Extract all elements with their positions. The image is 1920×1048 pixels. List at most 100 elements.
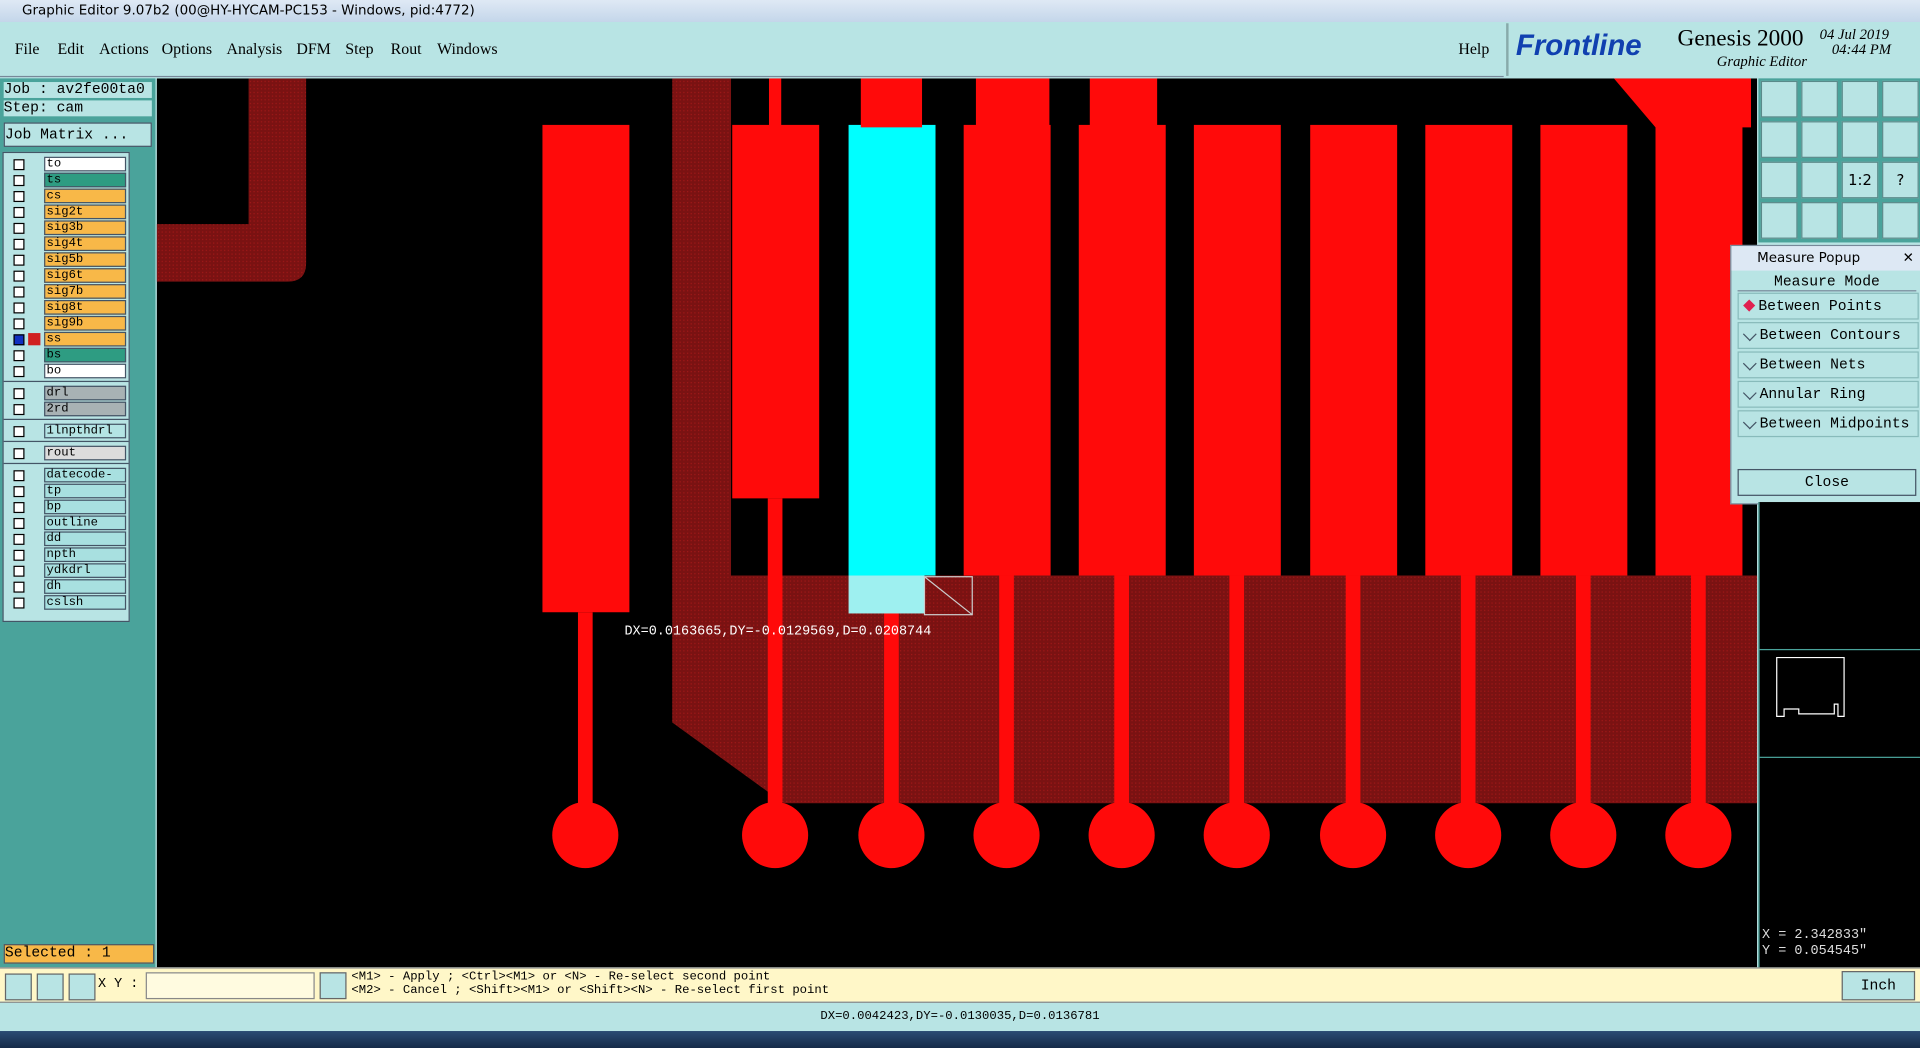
menu-item[interactable]: Edit bbox=[57, 39, 85, 58]
layer-checkbox[interactable] bbox=[13, 286, 25, 298]
layer-row[interactable]: ydkdrl bbox=[10, 563, 128, 579]
layer-row[interactable]: cs bbox=[10, 188, 128, 205]
layer-checkbox[interactable] bbox=[13, 222, 25, 234]
coord-x: X = 2.342833" bbox=[1762, 928, 1868, 943]
menu-item[interactable]: DFM bbox=[296, 39, 331, 58]
layer-checkbox[interactable] bbox=[13, 334, 25, 346]
tool-icon[interactable] bbox=[36, 973, 64, 1001]
layer-checkbox[interactable] bbox=[13, 565, 25, 577]
mode-option[interactable]: Annular Ring bbox=[1737, 380, 1919, 408]
tool-icon[interactable] bbox=[68, 973, 96, 1001]
menu-item[interactable]: Step bbox=[345, 39, 374, 58]
layer-checkbox[interactable] bbox=[13, 270, 25, 282]
layer-checkbox[interactable] bbox=[13, 159, 25, 171]
layer-row[interactable]: sig3b bbox=[10, 220, 128, 236]
layer-checkbox[interactable] bbox=[13, 470, 25, 482]
layer-checkbox[interactable] bbox=[13, 426, 25, 438]
toolbar-button[interactable] bbox=[1841, 80, 1879, 118]
layer-checkbox[interactable] bbox=[13, 597, 25, 609]
layer-row[interactable]: ss bbox=[10, 331, 128, 348]
units-button[interactable]: Inch bbox=[1841, 971, 1916, 1001]
layer-row[interactable]: sig6t bbox=[10, 268, 128, 284]
layer-checkbox[interactable] bbox=[13, 254, 25, 266]
layer-checkbox[interactable] bbox=[13, 517, 25, 529]
menu-item[interactable]: Rout bbox=[390, 39, 422, 58]
mode-option[interactable]: Between Nets bbox=[1737, 351, 1919, 379]
layer-row[interactable]: to bbox=[10, 156, 128, 173]
pcb-canvas[interactable]: DX=0.0163665,DY=-0.0129569,D=0.0208744 bbox=[156, 78, 1758, 968]
toolbar: 1:2? bbox=[1758, 78, 1920, 243]
info-button[interactable] bbox=[319, 972, 347, 1000]
layer-checkbox[interactable] bbox=[13, 302, 25, 314]
layer-row[interactable]: sig5b bbox=[10, 252, 128, 268]
toolbar-button[interactable]: 1:2 bbox=[1841, 161, 1879, 199]
toolbar-button[interactable] bbox=[1760, 161, 1798, 199]
layer-row[interactable]: 2rd bbox=[10, 401, 128, 418]
menu-item[interactable]: Actions bbox=[99, 39, 149, 58]
toolbar-button[interactable] bbox=[1882, 80, 1919, 118]
layer-row[interactable]: sig7b bbox=[10, 284, 128, 300]
toolbar-button[interactable] bbox=[1801, 161, 1838, 199]
layer-checkbox[interactable] bbox=[13, 191, 25, 203]
menu-item[interactable]: Windows bbox=[437, 39, 498, 58]
layer-checkbox[interactable] bbox=[13, 448, 25, 460]
toolbar-button[interactable] bbox=[1882, 202, 1919, 239]
menu-help[interactable]: Help bbox=[1458, 39, 1490, 58]
toolbar-button[interactable] bbox=[1760, 80, 1798, 118]
toolbar-button[interactable] bbox=[1801, 80, 1838, 118]
layer-row[interactable]: outline bbox=[10, 515, 128, 532]
layer-row[interactable]: ts bbox=[10, 172, 128, 189]
toolbar-button[interactable] bbox=[1760, 121, 1798, 158]
layer-checkbox[interactable] bbox=[13, 366, 25, 378]
xy-input[interactable] bbox=[145, 972, 315, 1000]
popup-close-x[interactable]: ✕ bbox=[1902, 249, 1914, 266]
layer-row[interactable]: sig4t bbox=[10, 236, 128, 252]
close-button[interactable]: Close bbox=[1737, 468, 1917, 496]
toolbar-button[interactable] bbox=[1841, 202, 1879, 239]
menu-item[interactable]: Options bbox=[161, 39, 213, 58]
layer-checkbox[interactable] bbox=[13, 206, 25, 218]
menu-item[interactable]: File bbox=[14, 39, 40, 58]
toolbar-button[interactable] bbox=[1801, 202, 1838, 239]
layer-row[interactable]: drl bbox=[10, 385, 128, 402]
layer-row[interactable]: sig8t bbox=[10, 300, 128, 316]
tool-icon[interactable] bbox=[4, 973, 32, 1001]
layer-name: sig6t bbox=[44, 268, 127, 283]
mode-option[interactable]: Between Points bbox=[1737, 292, 1919, 320]
toolbar-button[interactable] bbox=[1882, 121, 1919, 158]
layer-row[interactable]: dh bbox=[10, 579, 128, 595]
layer-checkbox[interactable] bbox=[13, 549, 25, 561]
layer-checkbox[interactable] bbox=[13, 533, 25, 545]
toolbar-button[interactable] bbox=[1760, 202, 1798, 239]
menu-item[interactable]: Analysis bbox=[226, 39, 283, 58]
layer-row[interactable]: bp bbox=[10, 499, 128, 516]
layer-checkbox[interactable] bbox=[13, 581, 25, 593]
mode-option[interactable]: Between Midpoints bbox=[1737, 410, 1919, 438]
layer-name: sig4t bbox=[44, 236, 127, 252]
layer-row[interactable]: datecode-to bbox=[10, 467, 128, 497]
layer-checkbox[interactable] bbox=[13, 318, 25, 330]
layer-row[interactable]: sig9b bbox=[10, 315, 128, 332]
mode-option[interactable]: Between Contours bbox=[1737, 322, 1919, 349]
layer-checkbox[interactable] bbox=[13, 175, 25, 187]
layer-row[interactable]: 1lnpthdrl bbox=[10, 423, 128, 440]
layer-row[interactable]: rout bbox=[10, 445, 128, 462]
layer-row[interactable]: tp bbox=[10, 483, 128, 500]
layer-checkbox[interactable] bbox=[13, 502, 25, 514]
job-matrix-button[interactable]: Job Matrix ... bbox=[3, 122, 152, 147]
layer-row[interactable]: sig2t bbox=[10, 204, 128, 220]
toolbar-button[interactable] bbox=[1801, 121, 1838, 158]
layer-row[interactable]: npth bbox=[10, 547, 128, 563]
layer-checkbox[interactable] bbox=[13, 404, 25, 416]
toolbar-button[interactable] bbox=[1841, 121, 1879, 158]
layer-checkbox[interactable] bbox=[13, 238, 25, 250]
layer-checkbox[interactable] bbox=[13, 350, 25, 362]
layer-row[interactable]: cslsh bbox=[10, 595, 128, 611]
layer-row[interactable]: bo bbox=[10, 363, 128, 380]
layer-row[interactable]: bs bbox=[10, 347, 128, 364]
layer-name: bp bbox=[44, 499, 127, 515]
layer-checkbox[interactable] bbox=[13, 388, 25, 400]
toolbar-button[interactable]: ? bbox=[1882, 161, 1919, 199]
layer-checkbox[interactable] bbox=[13, 486, 25, 498]
layer-row[interactable]: dd bbox=[10, 531, 128, 547]
